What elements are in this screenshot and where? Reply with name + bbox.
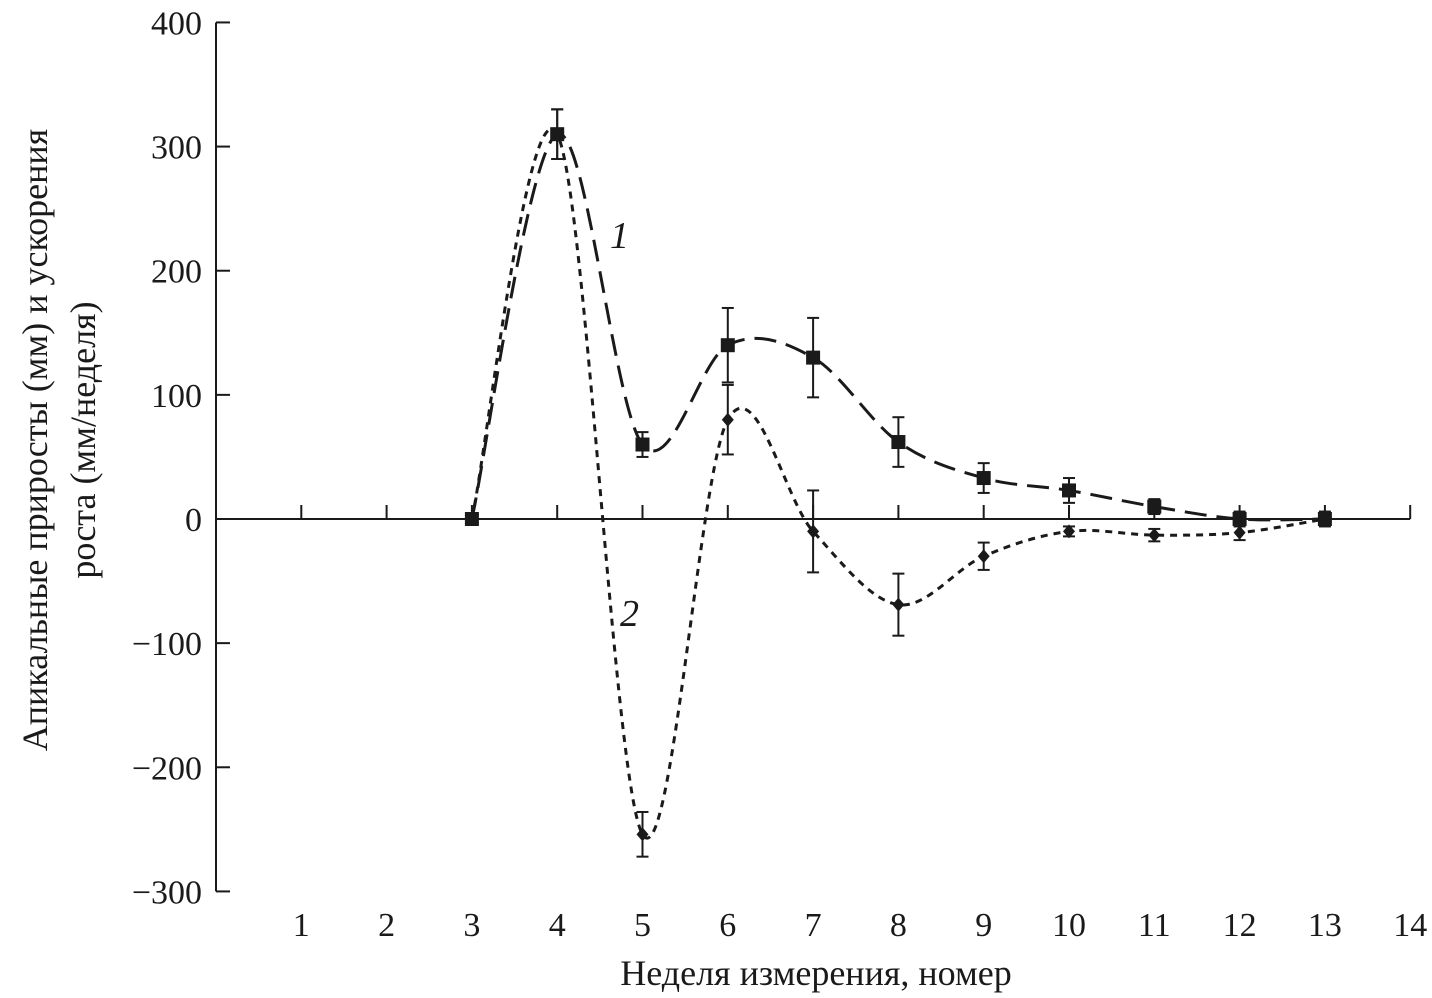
series-1-point	[1232, 512, 1247, 526]
y-tick-label: 400	[151, 5, 202, 42]
x-tick-label: 1	[293, 907, 310, 944]
series-curves	[470, 128, 1326, 840]
x-axis-title: Неделя измерения, номер	[620, 953, 1011, 993]
series-2-point	[551, 127, 564, 142]
y-axis-ticks: 400 300 200 100 0 −100 −200 −300	[132, 5, 230, 911]
series-2-point	[1233, 525, 1246, 540]
y-tick-label: 100	[151, 378, 202, 415]
series-1-point	[635, 437, 650, 452]
x-tick-label: 11	[1138, 907, 1171, 944]
series-1-point	[976, 471, 991, 486]
y-tick-label: −300	[132, 874, 202, 911]
series-2-line	[470, 128, 1326, 840]
y-tick-label: 0	[185, 502, 202, 539]
series-2-point	[636, 827, 649, 842]
series-2-point	[807, 524, 820, 539]
y-tick-label: −100	[132, 626, 202, 663]
x-axis-ticks: 1 2 3 4 5 6 7 8 9 10 11 12 13 14	[293, 505, 1427, 944]
x-tick-label: 5	[634, 907, 651, 944]
series-1-point	[720, 338, 735, 353]
x-tick-label: 9	[975, 907, 992, 944]
series-1-point	[806, 350, 821, 365]
x-tick-label: 6	[719, 907, 736, 944]
x-tick-label: 3	[463, 907, 480, 944]
x-tick-label: 2	[378, 907, 395, 944]
y-axis-title-line-2: роста (мм/неделя)	[63, 301, 103, 578]
axes	[215, 22, 1411, 892]
series-2-point	[892, 597, 905, 612]
y-tick-label: 200	[151, 254, 202, 291]
x-tick-label: 12	[1223, 907, 1257, 944]
x-tick-label: 8	[890, 907, 907, 944]
x-tick-label: 7	[805, 907, 822, 944]
series-2-point	[465, 512, 478, 526]
series-2-point	[977, 549, 990, 564]
y-tick-label: 300	[151, 130, 202, 167]
series-2-point	[1063, 524, 1075, 539]
y-axis-title-line-1: Апикальные приросты (мм) и ускорения	[15, 129, 55, 751]
x-tick-label: 4	[549, 907, 566, 944]
series-2-point	[1318, 512, 1331, 526]
series-1-point	[891, 435, 906, 450]
curve-label-1: 1	[610, 215, 629, 257]
series-1-point	[1147, 499, 1162, 514]
series-2-point	[721, 412, 734, 427]
x-tick-label: 10	[1052, 907, 1086, 944]
curve-label-2: 2	[620, 593, 639, 635]
y-tick-label: −200	[132, 750, 202, 787]
series-markers	[464, 127, 1332, 842]
series-1-point	[1062, 483, 1076, 498]
series-2-point	[1148, 528, 1161, 543]
x-tick-label: 13	[1308, 907, 1342, 944]
x-tick-label: 14	[1393, 907, 1427, 944]
error-bars	[551, 108, 1331, 858]
